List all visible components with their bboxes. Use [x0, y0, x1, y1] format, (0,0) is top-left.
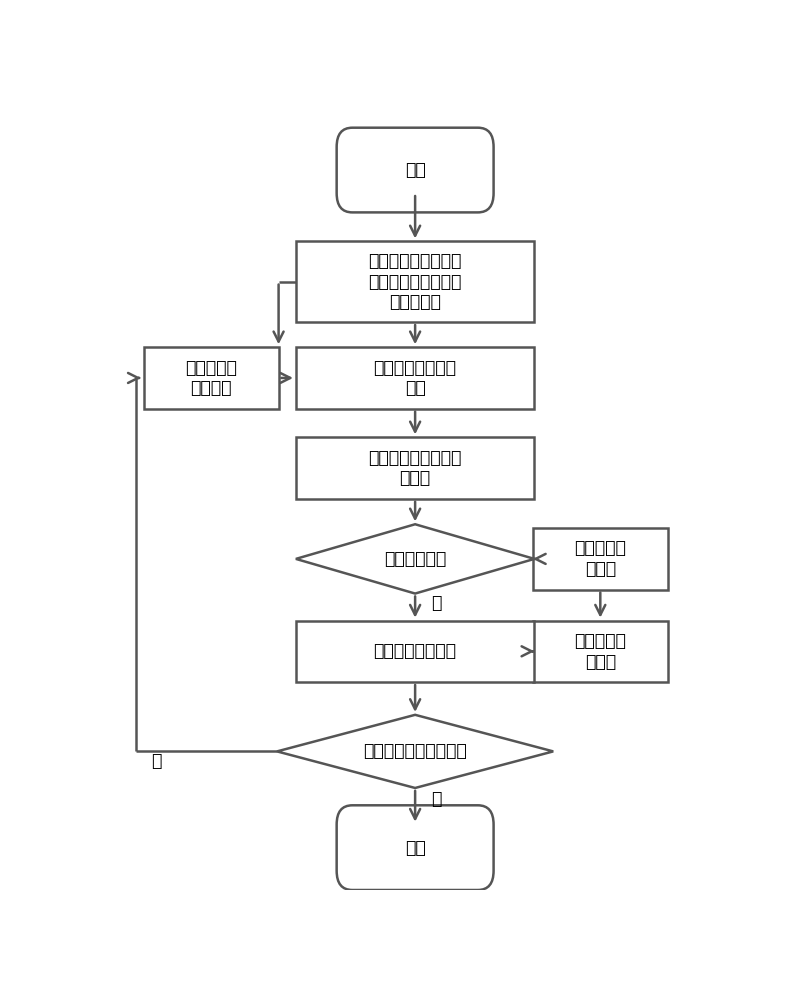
Text: 否: 否	[151, 752, 162, 770]
Text: 是: 是	[431, 594, 441, 612]
Text: 完成双率系统递阶辨识: 完成双率系统递阶辨识	[363, 742, 467, 760]
Polygon shape	[296, 524, 535, 594]
Bar	[296, 347, 535, 409]
Bar	[296, 241, 535, 322]
Text: 辅助模型的状态估
计值: 辅助模型的状态估 计值	[373, 359, 457, 397]
FancyBboxPatch shape	[337, 128, 493, 212]
Bar	[143, 347, 279, 409]
Text: 辅助模型系
统的参数: 辅助模型系 统的参数	[185, 359, 237, 397]
Text: 未知递阶参
数辨识: 未知递阶参 数辨识	[574, 632, 626, 671]
FancyBboxPatch shape	[337, 805, 493, 890]
Polygon shape	[277, 715, 553, 788]
Text: 开始: 开始	[405, 161, 425, 179]
Bar	[296, 437, 535, 499]
Text: 是: 是	[431, 790, 441, 808]
Text: 已知递阶参数辨识: 已知递阶参数辨识	[373, 642, 457, 660]
Text: 状态是否已知: 状态是否已知	[384, 550, 446, 568]
Bar	[533, 620, 667, 682]
Text: 双率遥操作系统状态
估计值: 双率遥操作系统状态 估计值	[369, 449, 462, 487]
Text: 有限历史可
测信息: 有限历史可 测信息	[574, 540, 626, 578]
Bar	[533, 528, 667, 590]
Bar	[296, 620, 535, 682]
Text: 数据采集预处理建立
双率和辅助模型并确
定参数关系: 数据采集预处理建立 双率和辅助模型并确 定参数关系	[369, 252, 462, 311]
Text: 结束: 结束	[405, 839, 425, 857]
